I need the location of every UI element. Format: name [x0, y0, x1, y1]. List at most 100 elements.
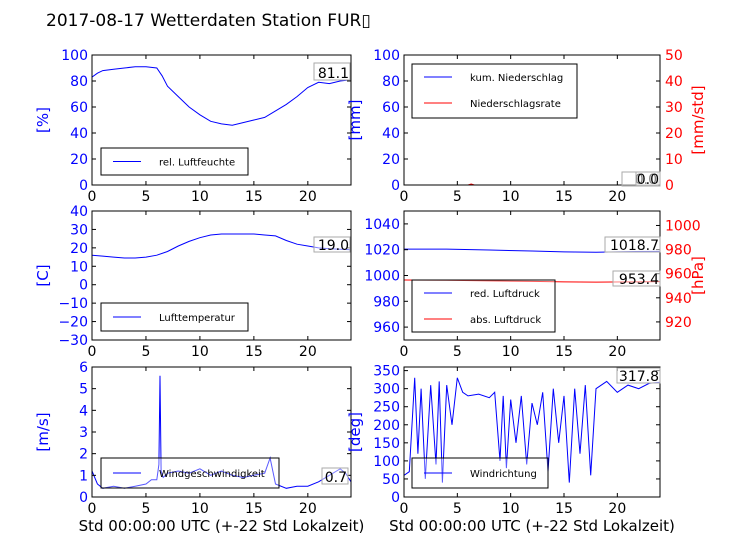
y-tick-label: 40: [382, 126, 400, 142]
y2-tick-label: 0: [665, 178, 674, 194]
y2-tick-label: 20: [665, 126, 683, 142]
y-tick-label: 100: [61, 48, 88, 64]
current-value-label: 19.0: [318, 238, 349, 254]
y-tick-label: 0: [79, 278, 88, 294]
y-tick-label: 250: [373, 400, 400, 416]
x-tick-label: 10: [191, 501, 209, 517]
x-tick-label: 0: [88, 189, 97, 205]
y-axis-label: [%]: [34, 107, 52, 133]
y-tick-label: 200: [373, 418, 400, 434]
y-tick-label: 40: [70, 204, 88, 220]
x-tick-label: 20: [299, 501, 317, 517]
y-tick-label: 100: [373, 48, 400, 64]
x-tick-label: 5: [141, 344, 150, 360]
x-tick-label: 15: [245, 501, 263, 517]
x-tick-label: 20: [608, 501, 626, 517]
x-tick-label: 15: [555, 189, 573, 205]
y2-tick-label: 980: [665, 243, 692, 259]
x-tick-label: 5: [453, 344, 462, 360]
current-value-box: [313, 62, 351, 81]
current-value-label: 0.7: [325, 470, 347, 486]
x-tick-label: 5: [453, 501, 462, 517]
y-tick-label: 960: [373, 320, 400, 336]
x-tick-label: 15: [245, 189, 263, 205]
y2-tick-label: 1000: [665, 218, 701, 234]
x-tick-label: 10: [191, 189, 209, 205]
y-tick-label: 5: [79, 382, 88, 398]
legend-label: Windgeschwindigkeit: [159, 469, 265, 480]
x-tick-label: 10: [191, 344, 209, 360]
x-tick-label: 20: [608, 344, 626, 360]
y-tick-label: 0: [79, 178, 88, 194]
y-tick-label: 10: [70, 259, 88, 275]
x-tick-label: 15: [245, 344, 263, 360]
x-tick-label: 0: [88, 501, 97, 517]
y-axis-label: [deg]: [346, 412, 364, 452]
y2-tick-label: 960: [665, 267, 692, 283]
y-axis-label: [m/s]: [34, 412, 52, 451]
y-tick-label: 80: [70, 74, 88, 90]
current-value-box: [313, 236, 351, 253]
plot-frame: [403, 54, 661, 186]
y-tick-label: −30: [58, 333, 88, 349]
y-tick-label: 4: [79, 403, 88, 419]
x-tick-label: 0: [400, 189, 409, 205]
y-tick-label: 1: [79, 468, 88, 484]
current-value-box: [616, 367, 661, 384]
legend-label: Niederschlagsrate: [470, 99, 561, 110]
chart-panel-2: 0 5 10 15 20 0 20 40 60 80 100 0 10 20 30 40 50 [mm] [mm/s…: [346, 48, 707, 205]
y-tick-label: 0: [391, 178, 400, 194]
y2-tick-label: 50: [665, 48, 683, 64]
y-tick-label: 40: [70, 126, 88, 142]
x-tick-label: 5: [141, 501, 150, 517]
y2-axis-label: [hPa]: [689, 256, 707, 295]
series-line-3-1: [92, 233, 351, 259]
y-tick-label: 6: [79, 360, 88, 376]
y-tick-label: 0: [391, 490, 400, 506]
x-tick-label: 10: [502, 189, 520, 205]
x-tick-label: 10: [502, 501, 520, 517]
y-tick-label: 60: [382, 100, 400, 116]
x-tick-label: 0: [88, 344, 97, 360]
x-tick-label: 5: [141, 189, 150, 205]
current-value-label-2: 0.0: [637, 172, 659, 188]
x-tick-label: 20: [608, 189, 626, 205]
chart-panel-5: 0 5 10 15 20 0 1 2 3 4 5 6 [m/s] Std 00:00:00 UTC (+-…: [34, 360, 364, 535]
y-tick-label: 60: [70, 100, 88, 116]
y-tick-label: 50: [382, 472, 400, 488]
y-tick-label: 0: [79, 490, 88, 506]
y2-tick-label: 940: [665, 291, 692, 307]
x-tick-label: 20: [299, 344, 317, 360]
y-tick-label: 3: [79, 425, 88, 441]
series-line-2-2: [404, 183, 660, 185]
x-axis-label: Std 00:00:00 UTC (+-22 Std Lokalzeit): [389, 517, 675, 535]
y-tick-label: −20: [58, 315, 88, 331]
figure-title: 2017-08-17 Wetterdaten Station FUR▯: [46, 11, 371, 31]
current-value-box: [604, 236, 661, 253]
y-tick-label: 1000: [364, 269, 400, 285]
legend-label: abs. Luftdruck: [470, 315, 541, 326]
current-value-box: [321, 467, 349, 485]
series-line-6-1: [404, 377, 660, 483]
x-tick-label: 5: [453, 189, 462, 205]
chart-panel-4: 0 5 10 15 20 960 980 1000 1020 1040 920 940 960 980 10…: [364, 210, 707, 360]
y2-axis-label: [mm/std]: [689, 85, 707, 154]
y2-tick-label: 920: [665, 315, 692, 331]
y-tick-label: 20: [382, 152, 400, 168]
y-tick-label: 150: [373, 436, 400, 452]
y-tick-label: 350: [373, 364, 400, 380]
current-value-label: 317.8: [619, 369, 659, 385]
legend-label: Lufttemperatur: [159, 313, 236, 324]
y-axis-label: [C]: [34, 264, 52, 286]
y-tick-label: 980: [373, 294, 400, 310]
legend-label: red. Luftdruck: [470, 289, 540, 300]
y2-tick-label: 40: [665, 74, 683, 90]
current-value-label: 1018.7: [610, 238, 659, 254]
y-tick-label: 2: [79, 447, 88, 463]
y-tick-label: 20: [70, 152, 88, 168]
series-line-1-1: [92, 66, 351, 126]
current-value-label-2: 953.4: [619, 272, 659, 288]
x-tick-label: 0: [400, 501, 409, 517]
